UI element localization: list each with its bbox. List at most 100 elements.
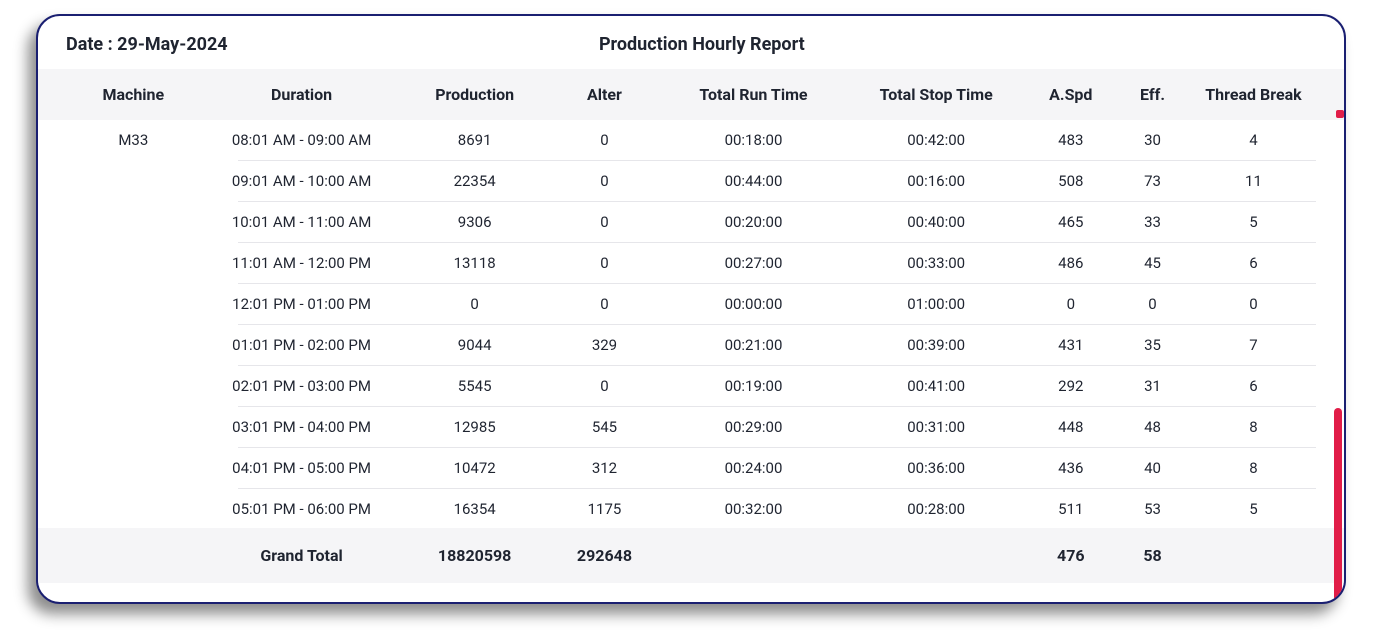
cell-duration: 03:01 PM - 04:00 PM <box>201 418 403 436</box>
cell-threadbreak: 5 <box>1191 500 1316 518</box>
table-row: M3308:01 AM - 09:00 AM8691000:18:0000:42… <box>38 120 1344 160</box>
cell-stoptime: 00:42:00 <box>845 131 1028 149</box>
footer-production: 18820598 <box>403 546 547 565</box>
cell-eff: 31 <box>1114 377 1191 395</box>
cell-eff: 35 <box>1114 336 1191 354</box>
report-table: Machine Duration Production Alter Total … <box>38 69 1344 585</box>
scrollbar-track[interactable] <box>1334 108 1342 598</box>
table-row: 11:01 AM - 12:00 PM13118000:27:0000:33:0… <box>38 243 1344 283</box>
footer-eff: 58 <box>1114 546 1191 565</box>
cell-eff: 40 <box>1114 459 1191 477</box>
cell-duration: 05:01 PM - 06:00 PM <box>201 500 403 518</box>
footer-label: Grand Total <box>201 546 403 565</box>
cell-eff: 30 <box>1114 131 1191 149</box>
report-header: Date : 29-May-2024 Production Hourly Rep… <box>38 34 1344 69</box>
table-row: 12:01 PM - 01:00 PM0000:00:0001:00:00000 <box>38 284 1344 324</box>
cell-alter: 0 <box>547 295 662 313</box>
cell-stoptime: 00:40:00 <box>845 213 1028 231</box>
cell-runtime: 00:27:00 <box>662 254 845 272</box>
cell-alter: 0 <box>547 377 662 395</box>
col-header-stoptime: Total Stop Time <box>845 85 1028 104</box>
cell-threadbreak: 6 <box>1191 254 1316 272</box>
cell-threadbreak: 0 <box>1191 295 1316 313</box>
table-row: 02:01 PM - 03:00 PM5545000:19:0000:41:00… <box>38 366 1344 406</box>
cell-duration: 08:01 AM - 09:00 AM <box>201 131 403 149</box>
cell-runtime: 00:18:00 <box>662 131 845 149</box>
cell-eff: 53 <box>1114 500 1191 518</box>
cell-production: 5545 <box>403 377 547 395</box>
cell-duration: 11:01 AM - 12:00 PM <box>201 254 403 272</box>
cell-alter: 1175 <box>547 500 662 518</box>
cell-production: 22354 <box>403 172 547 190</box>
cell-threadbreak: 6 <box>1191 377 1316 395</box>
cell-runtime: 00:44:00 <box>662 172 845 190</box>
cell-aspd: 436 <box>1028 459 1115 477</box>
table-row: 05:01 PM - 06:00 PM16354117500:32:0000:2… <box>38 489 1344 528</box>
cell-aspd: 465 <box>1028 213 1115 231</box>
report-card: Date : 29-May-2024 Production Hourly Rep… <box>36 14 1346 604</box>
cell-production: 9044 <box>403 336 547 354</box>
cell-eff: 0 <box>1114 295 1191 313</box>
cell-runtime: 00:00:00 <box>662 295 845 313</box>
footer-stop-blank <box>845 546 1028 565</box>
cell-alter: 545 <box>547 418 662 436</box>
cell-eff: 73 <box>1114 172 1191 190</box>
cell-stoptime: 01:00:00 <box>845 295 1028 313</box>
footer-blank <box>66 546 201 565</box>
cell-aspd: 508 <box>1028 172 1115 190</box>
report-title: Production Hourly Report <box>88 34 1316 55</box>
cell-stoptime: 00:31:00 <box>845 418 1028 436</box>
cell-production: 10472 <box>403 459 547 477</box>
cell-aspd: 486 <box>1028 254 1115 272</box>
col-header-machine: Machine <box>66 85 201 104</box>
table-row: 04:01 PM - 05:00 PM1047231200:24:0000:36… <box>38 448 1344 488</box>
cell-duration: 12:01 PM - 01:00 PM <box>201 295 403 313</box>
table-row: 03:01 PM - 04:00 PM1298554500:29:0000:31… <box>38 407 1344 447</box>
cell-threadbreak: 7 <box>1191 336 1316 354</box>
cell-stoptime: 00:28:00 <box>845 500 1028 518</box>
table-row: 09:01 AM - 10:00 AM22354000:44:0000:16:0… <box>38 161 1344 201</box>
cell-production: 0 <box>403 295 547 313</box>
cell-aspd: 483 <box>1028 131 1115 149</box>
scrollbar-thumb[interactable] <box>1334 408 1342 604</box>
cell-threadbreak: 4 <box>1191 131 1316 149</box>
col-header-alter: Alter <box>547 85 662 104</box>
cell-alter: 329 <box>547 336 662 354</box>
cell-alter: 0 <box>547 254 662 272</box>
cell-production: 9306 <box>403 213 547 231</box>
cell-threadbreak: 8 <box>1191 459 1316 477</box>
cell-production: 12985 <box>403 418 547 436</box>
cell-aspd: 431 <box>1028 336 1115 354</box>
col-header-duration: Duration <box>201 85 403 104</box>
cell-alter: 312 <box>547 459 662 477</box>
col-header-threadbreak: Thread Break <box>1191 85 1316 104</box>
cell-aspd: 292 <box>1028 377 1115 395</box>
cell-alter: 0 <box>547 131 662 149</box>
cell-duration: 02:01 PM - 03:00 PM <box>201 377 403 395</box>
cell-runtime: 00:32:00 <box>662 500 845 518</box>
cell-threadbreak: 8 <box>1191 418 1316 436</box>
cell-duration: 09:01 AM - 10:00 AM <box>201 172 403 190</box>
cell-alter: 0 <box>547 172 662 190</box>
table-body[interactable]: M3308:01 AM - 09:00 AM8691000:18:0000:42… <box>38 120 1344 528</box>
cell-stoptime: 00:41:00 <box>845 377 1028 395</box>
col-header-runtime: Total Run Time <box>662 85 845 104</box>
cell-runtime: 00:24:00 <box>662 459 845 477</box>
cell-stoptime: 00:33:00 <box>845 254 1028 272</box>
cell-production: 13118 <box>403 254 547 272</box>
footer-alter: 292648 <box>547 546 662 565</box>
cell-production: 16354 <box>403 500 547 518</box>
table-row: 10:01 AM - 11:00 AM9306000:20:0000:40:00… <box>38 202 1344 242</box>
cell-eff: 48 <box>1114 418 1191 436</box>
cell-alter: 0 <box>547 213 662 231</box>
cell-duration: 01:01 PM - 02:00 PM <box>201 336 403 354</box>
cell-production: 8691 <box>403 131 547 149</box>
cell-duration: 04:01 PM - 05:00 PM <box>201 459 403 477</box>
cell-aspd: 0 <box>1028 295 1115 313</box>
footer-run-blank <box>662 546 845 565</box>
footer-aspd: 476 <box>1028 546 1115 565</box>
cell-eff: 33 <box>1114 213 1191 231</box>
cell-aspd: 511 <box>1028 500 1115 518</box>
footer-tb-blank <box>1191 546 1316 565</box>
cell-duration: 10:01 AM - 11:00 AM <box>201 213 403 231</box>
